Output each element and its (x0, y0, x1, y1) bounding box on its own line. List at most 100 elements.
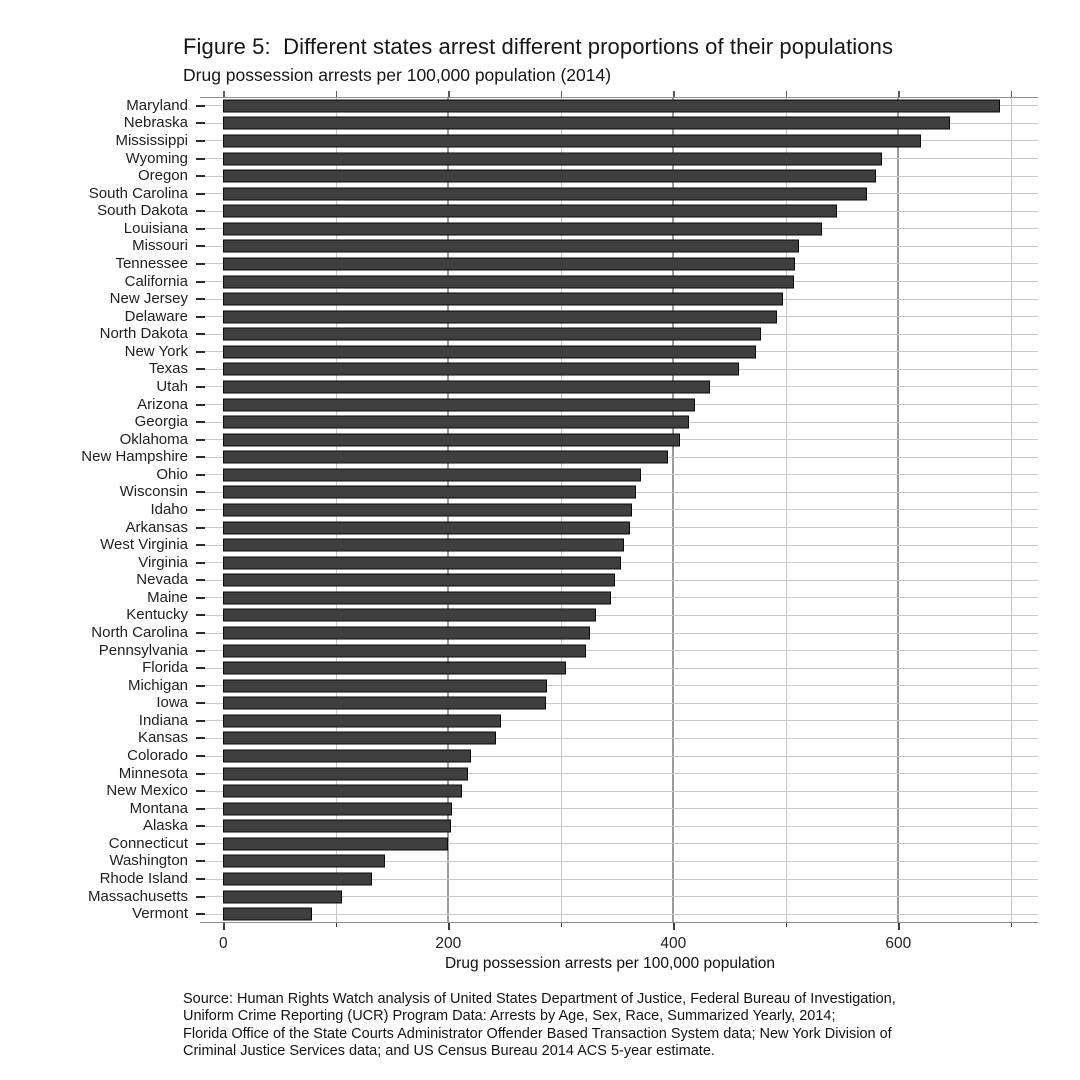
y-tick (196, 122, 205, 125)
state-label: Alaska (142, 817, 188, 835)
y-tick (196, 895, 205, 898)
state-label: California (124, 272, 188, 290)
row-gridline (200, 896, 1038, 898)
bar-row: Maine (147, 589, 1038, 607)
bar-row: Iowa (156, 694, 1038, 713)
state-label: Florida (142, 659, 188, 677)
x-axis-minor-tick (335, 923, 338, 927)
x-axis-minor-tick (1010, 923, 1013, 927)
bar-row: New Mexico (106, 782, 1038, 800)
y-tick (196, 878, 205, 881)
bar-row: Kansas (138, 730, 1038, 748)
source-line: Criminal Justice Services data; and US C… (183, 1043, 715, 1060)
state-label: Vermont (132, 905, 188, 923)
row-gridline (200, 773, 1038, 775)
state-label: Michigan (127, 676, 188, 694)
source-line: Uniform Crime Reporting (UCR) Program Da… (183, 1008, 836, 1025)
x-axis-top-tick (560, 91, 563, 97)
y-tick (196, 702, 205, 705)
bar-row: Arizona (137, 396, 1038, 414)
bar (223, 310, 778, 324)
bar (223, 222, 823, 236)
bar-row: Florida (142, 659, 1038, 677)
state-label: South Dakota (97, 202, 188, 220)
state-label: Ohio (156, 466, 188, 484)
bar (223, 661, 566, 675)
bar-row: Delaware (125, 308, 1038, 326)
bar-row: Rhode Island (100, 870, 1038, 888)
y-tick (196, 860, 205, 863)
bar-row: Idaho (150, 501, 1038, 519)
bar-row: Vermont (132, 905, 1038, 923)
y-tick (196, 104, 205, 107)
bar (223, 450, 669, 464)
bar (223, 784, 463, 798)
y-tick (196, 579, 205, 582)
bar (223, 362, 740, 376)
state-label: Maine (147, 589, 188, 607)
y-tick (196, 825, 205, 828)
bar-row: Arkansas (125, 519, 1038, 537)
bar (223, 749, 472, 763)
y-tick (196, 596, 205, 599)
y-tick (196, 139, 205, 142)
state-label: Delaware (124, 307, 188, 325)
x-axis-top-tick (898, 91, 900, 97)
y-tick (196, 350, 205, 353)
state-label: Texas (148, 360, 188, 378)
row-gridline (200, 720, 1038, 722)
state-label: Maryland (126, 96, 188, 114)
x-axis-top-tick (448, 91, 450, 97)
y-tick (196, 807, 205, 810)
row-gridline (200, 650, 1038, 652)
y-tick (196, 790, 205, 793)
bar-row: North Dakota (100, 325, 1038, 343)
y-tick (196, 262, 205, 265)
x-axis-top-tick (335, 91, 338, 97)
row-gridline (200, 614, 1038, 616)
y-tick (196, 649, 205, 652)
bar-row: Wyoming (126, 150, 1038, 168)
bar (223, 152, 882, 165)
bar (223, 696, 546, 710)
bar-row: Montana (130, 800, 1038, 818)
state-label: Georgia (134, 413, 188, 431)
row-gridline (200, 825, 1038, 827)
state-label: Kentucky (126, 606, 188, 624)
row-gridline (200, 843, 1038, 845)
x-axis-top-tick (785, 91, 788, 97)
x-axis-tick (898, 923, 900, 930)
x-axis-top-line (200, 97, 1038, 98)
bar (223, 468, 642, 482)
x-axis-tick (223, 923, 225, 930)
y-tick (196, 491, 205, 494)
bar (223, 837, 448, 851)
bar (223, 169, 877, 183)
y-tick (196, 157, 205, 160)
y-tick (196, 684, 205, 687)
y-tick (196, 456, 205, 459)
bar (223, 872, 373, 886)
y-tick (196, 227, 205, 230)
state-label: Wyoming (125, 149, 188, 167)
bar-row: Georgia (135, 413, 1038, 431)
bar-row: Texas (149, 361, 1038, 379)
bar (223, 521, 630, 535)
bar-row: Washington (109, 853, 1038, 871)
state-label: Indiana (138, 712, 188, 730)
bar (223, 608, 597, 622)
bar (223, 890, 342, 904)
bar-row: Oklahoma (120, 431, 1038, 449)
bar-row: South Carolina (89, 185, 1038, 203)
row-gridline (200, 913, 1038, 915)
bar-row: Tennessee (115, 255, 1038, 273)
y-tick (196, 315, 205, 318)
state-label: North Dakota (99, 325, 188, 343)
bar-row: West Virginia (100, 536, 1038, 554)
bar-row: Nebraska (124, 115, 1038, 133)
y-tick (196, 913, 205, 916)
row-gridline (200, 667, 1038, 669)
bar-row: New Hampshire (81, 448, 1038, 466)
state-label: Virginia (138, 553, 188, 571)
